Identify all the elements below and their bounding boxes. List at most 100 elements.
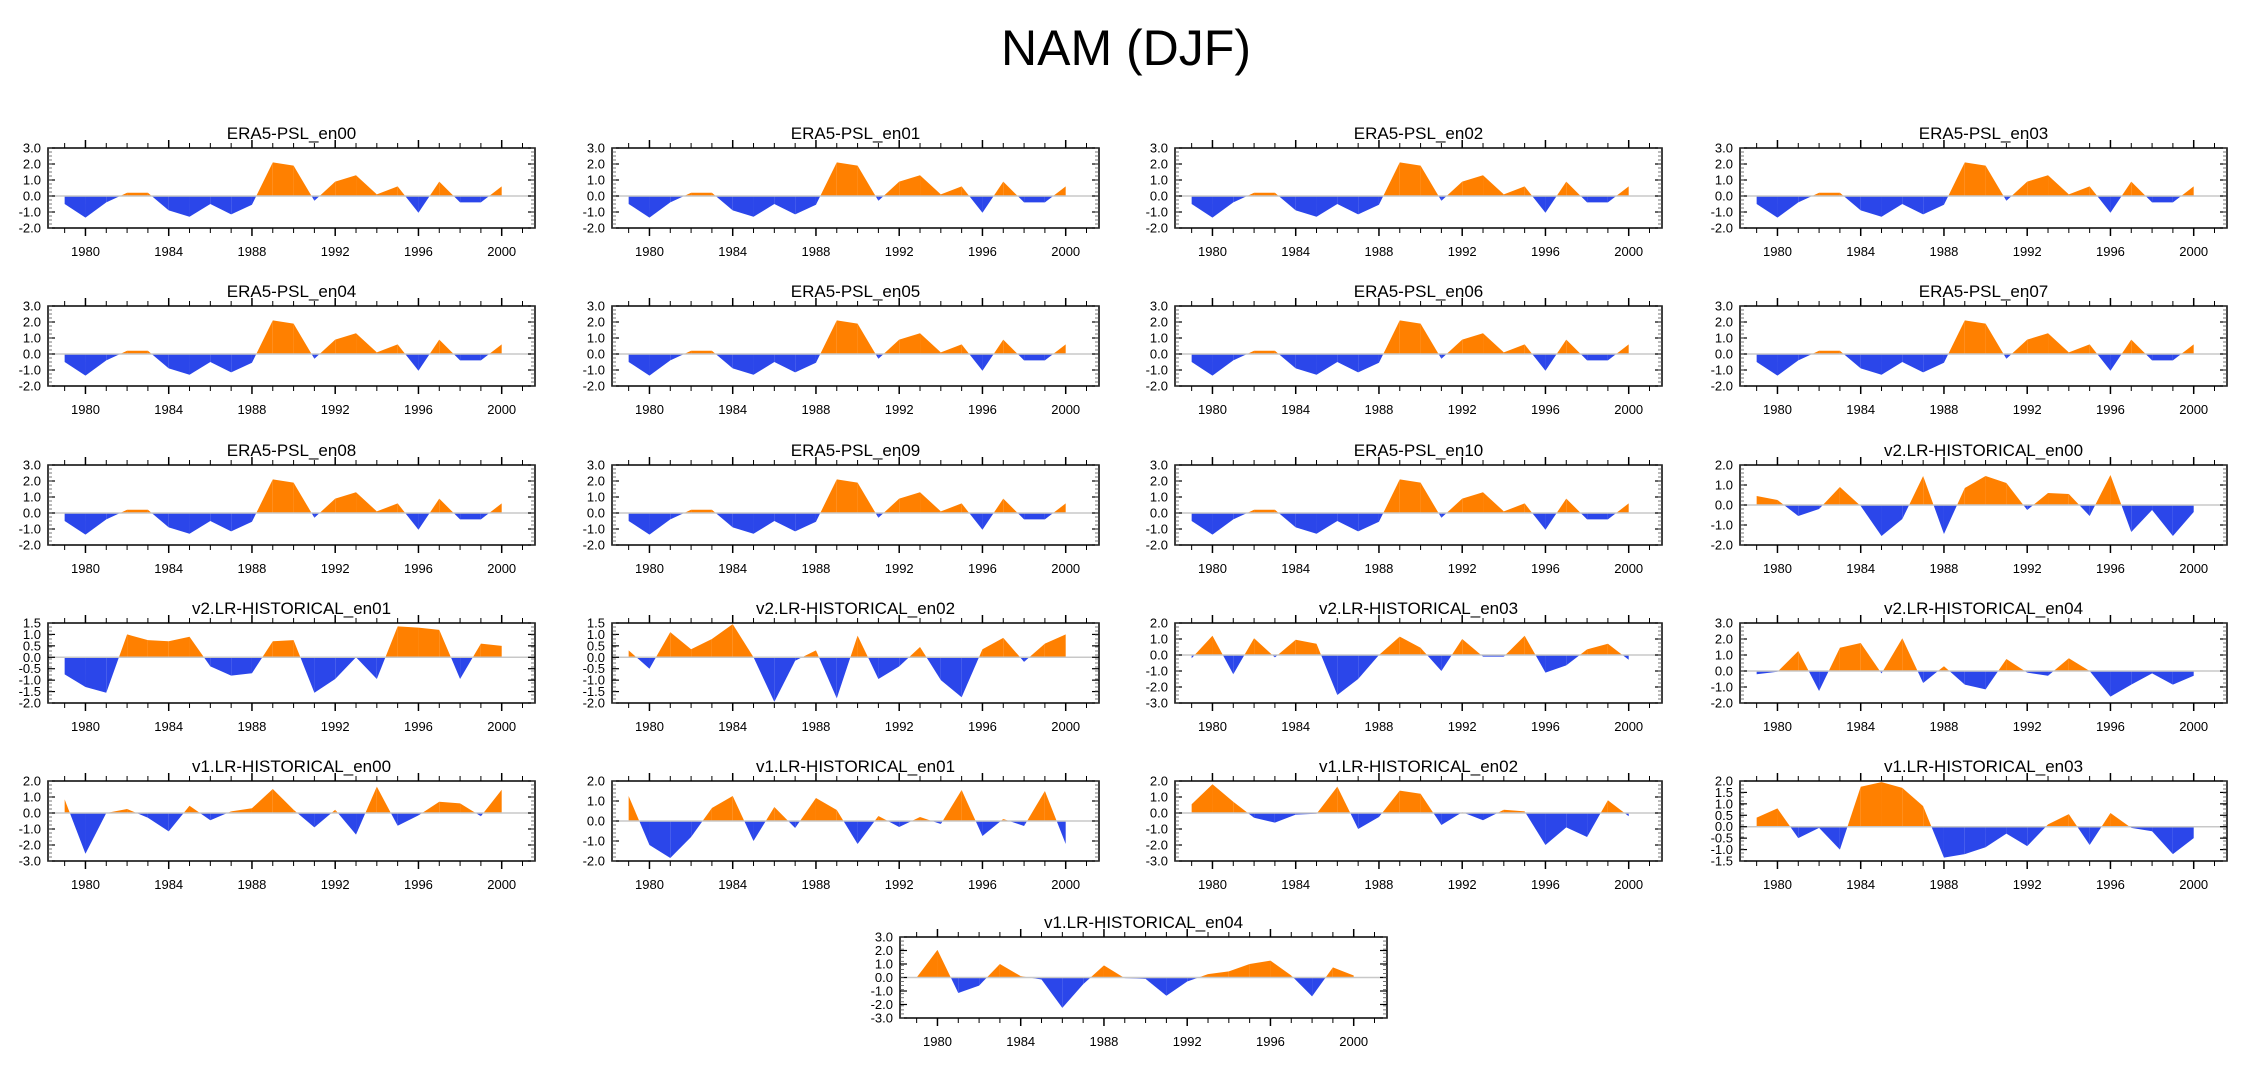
positive-area: [147, 350, 152, 354]
positive-area: [1044, 634, 1066, 658]
positive-area: [1208, 971, 1229, 978]
positive-area: [684, 509, 692, 513]
x-tick-label: 1992: [885, 244, 914, 259]
x-tick-label: 1980: [1198, 719, 1227, 734]
positive-area: [106, 809, 128, 813]
x-tick-label: 1980: [1763, 244, 1792, 259]
positive-area: [2121, 181, 2132, 196]
positive-area: [1964, 476, 1986, 505]
negative-area: [982, 513, 994, 530]
x-tick-label: 2000: [2179, 561, 2208, 576]
positive-area: [1233, 801, 1248, 813]
positive-area: [1902, 787, 1924, 827]
y-tick-label: 0.5: [1715, 808, 1733, 823]
positive-area: [1756, 808, 1778, 827]
negative-area: [818, 657, 837, 699]
negative-area: [1191, 655, 1195, 659]
y-tick-label: -2.0: [583, 538, 605, 553]
panel-title: v1.LR-HISTORICAL_en04: [1044, 913, 1243, 932]
negative-area: [2089, 826, 2102, 845]
x-tick-label: 2000: [487, 561, 516, 576]
positive-area: [1923, 806, 1932, 827]
negative-area: [251, 354, 257, 363]
positive-area: [1249, 960, 1271, 978]
negative-area: [1222, 655, 1234, 675]
x-tick-label: 1980: [1198, 402, 1227, 417]
positive-area: [2110, 475, 2122, 505]
panel-title: v1.LR-HISTORICAL_en01: [756, 757, 955, 776]
y-tick-label: -2.0: [1711, 221, 1733, 236]
positive-area: [1053, 186, 1066, 196]
y-tick-label: 2.0: [23, 474, 41, 489]
x-tick-label: 1992: [1448, 244, 1477, 259]
y-tick-label: -2.0: [1146, 838, 1168, 853]
negative-area: [405, 354, 419, 371]
y-tick-label: -1.0: [583, 673, 605, 688]
x-tick-label: 1980: [71, 402, 100, 417]
negative-area: [887, 821, 900, 827]
negative-area: [69, 813, 86, 854]
positive-area: [857, 482, 876, 513]
x-tick-label: 1996: [2096, 561, 2125, 576]
plot-frame: [611, 622, 1100, 704]
negative-area: [1902, 354, 1924, 373]
positive-area: [385, 626, 398, 658]
negative-area: [1191, 196, 1213, 218]
positive-area: [1462, 333, 1484, 354]
negative-area: [715, 513, 733, 528]
positive-area: [1029, 643, 1045, 658]
positive-area: [1882, 638, 1903, 671]
negative-area: [1233, 354, 1248, 361]
negative-area: [147, 813, 169, 832]
positive-area: [1503, 503, 1525, 513]
positive-area: [920, 492, 941, 513]
positive-area: [2068, 494, 2080, 505]
negative-area: [2006, 196, 2012, 201]
negative-area: [1923, 354, 1944, 373]
negative-area: [950, 977, 959, 994]
negative-area: [1756, 354, 1778, 376]
positive-area: [874, 816, 879, 821]
positive-area: [472, 643, 481, 658]
x-tick-label: 1980: [71, 877, 100, 892]
positive-area: [1497, 809, 1504, 813]
y-tick-label: 2.0: [1715, 315, 1733, 330]
x-tick-label: 1984: [1281, 402, 1310, 417]
positive-area: [1247, 350, 1255, 354]
negative-area: [1819, 505, 1823, 509]
negative-area: [480, 196, 490, 203]
panel-v1-lr-historical-en01: v1.LR-HISTORICAL_en01 1980 1984 1988 1992 199…: [583, 757, 1100, 892]
positive-area: [1777, 500, 1784, 505]
y-tick-label: -2.0: [19, 696, 41, 711]
y-tick-label: -1.0: [583, 363, 605, 378]
negative-area: [356, 657, 377, 679]
x-tick-label: 1988: [801, 244, 830, 259]
positive-area: [732, 796, 745, 821]
positive-area: [765, 807, 775, 821]
negative-area: [189, 354, 211, 375]
negative-area: [899, 657, 909, 667]
y-tick-label: 2.0: [1715, 774, 1733, 789]
positive-area: [331, 809, 336, 813]
positive-area: [272, 320, 294, 354]
panel-title: ERA5-PSL_en02: [1354, 124, 1483, 143]
y-tick-label: 0.0: [23, 506, 41, 521]
panel-title: ERA5-PSL_en09: [791, 441, 920, 460]
negative-area: [460, 354, 481, 361]
panel-title: ERA5-PSL_en00: [227, 124, 356, 143]
panel-era5-psl-en07: ERA5-PSL_en07 1980 1984 1988 1992 1996 2000 -2.…: [1711, 282, 2228, 417]
negative-area: [1433, 813, 1442, 825]
x-tick-label: 2000: [1051, 402, 1080, 417]
negative-area: [1044, 196, 1054, 203]
negative-area: [168, 354, 190, 375]
positive-area: [1579, 649, 1588, 655]
negative-area: [774, 513, 796, 532]
positive-area: [815, 650, 819, 658]
positive-area: [1839, 487, 1860, 505]
positive-area: [1295, 639, 1317, 655]
x-tick-label: 1984: [1281, 561, 1310, 576]
positive-area: [899, 333, 921, 354]
panel-v2-lr-historical-en02: v2.LR-HISTORICAL_en02 1980 1984 1988 1992 199…: [583, 599, 1100, 734]
panel-v2-lr-historical-en01: v2.LR-HISTORICAL_en01 1980 1984 1988 1992 199…: [19, 599, 536, 734]
positive-area: [319, 181, 336, 196]
